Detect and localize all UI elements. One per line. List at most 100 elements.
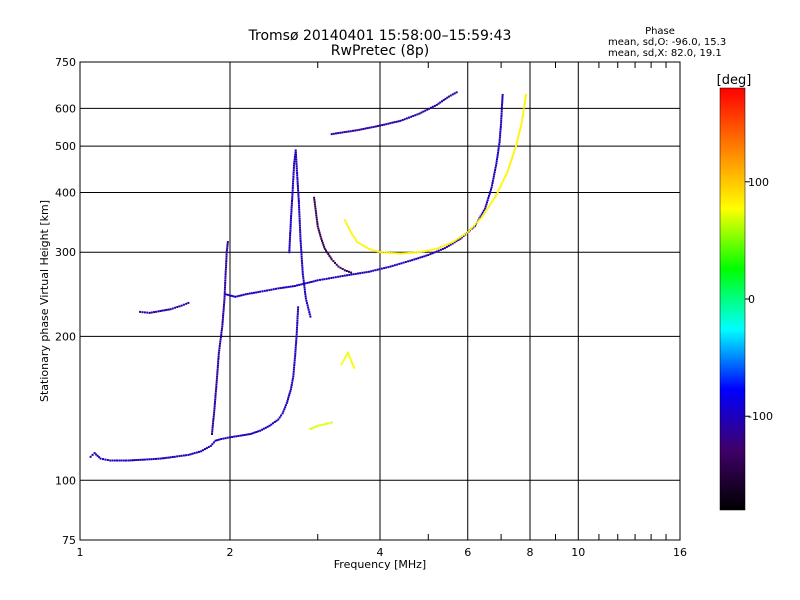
data-point (218, 349, 221, 352)
data-point (401, 119, 404, 121)
data-point (311, 427, 314, 430)
data-point (215, 386, 218, 388)
data-point (180, 304, 183, 307)
data-point (480, 216, 483, 219)
data-point (358, 242, 361, 245)
data-point (261, 290, 264, 293)
data-point (298, 215, 301, 218)
data-point (498, 138, 501, 141)
data-point (344, 355, 347, 358)
data-point (330, 421, 333, 424)
data-point (295, 169, 298, 172)
data-point (345, 130, 348, 133)
data-point (323, 247, 326, 250)
data-point (352, 129, 354, 132)
data-point (413, 258, 416, 261)
data-point (294, 149, 297, 152)
data-point (185, 302, 188, 305)
data-point (421, 255, 424, 258)
data-point (316, 424, 319, 427)
data-point (167, 456, 170, 459)
data-point (266, 289, 268, 292)
data-point (214, 394, 217, 397)
data-point (449, 241, 452, 244)
data-point (225, 251, 228, 254)
data-point (443, 247, 446, 250)
data-point (345, 223, 348, 226)
data-point (352, 273, 355, 276)
data-point (288, 392, 291, 395)
data-point (225, 255, 228, 258)
data-point (437, 249, 440, 252)
data-point (213, 411, 216, 414)
data-point (207, 446, 210, 448)
data-point (200, 450, 203, 453)
data-point (481, 214, 484, 217)
data-point (308, 313, 311, 316)
data-point (309, 428, 312, 430)
data-point (515, 145, 517, 148)
data-point (291, 197, 294, 200)
data-point (507, 167, 510, 170)
data-point (301, 266, 304, 269)
data-point (299, 242, 302, 245)
data-point (357, 272, 359, 275)
x-tick-label: 4 (377, 546, 384, 559)
data-point (214, 392, 217, 395)
data-point (296, 180, 299, 183)
data-point (288, 246, 291, 249)
data-point (500, 115, 503, 117)
data-point (316, 225, 319, 228)
data-point (328, 422, 331, 425)
data-point (171, 456, 174, 458)
data-point (211, 443, 214, 446)
data-point (523, 103, 526, 106)
data-point (217, 355, 220, 358)
data-point (490, 188, 492, 191)
data-point (290, 210, 293, 213)
data-point (431, 248, 434, 251)
data-point (499, 132, 502, 135)
data-point (414, 251, 417, 254)
data-point (372, 269, 375, 272)
data-point (437, 102, 440, 105)
data-point (209, 444, 212, 447)
data-point (291, 200, 293, 202)
data-point (238, 294, 241, 297)
data-point (461, 236, 463, 239)
data-point (501, 181, 504, 184)
data-point (299, 226, 301, 229)
y-tick-label: 300 (55, 246, 76, 259)
data-point (518, 132, 521, 135)
data-point (141, 458, 144, 461)
data-point (292, 178, 295, 181)
data-point (211, 424, 214, 427)
data-point (368, 126, 371, 129)
data-point (224, 275, 227, 278)
data-point (228, 294, 231, 297)
data-point (349, 130, 352, 133)
data-point (468, 229, 471, 232)
data-point (174, 306, 177, 309)
data-point (299, 240, 302, 242)
data-point (327, 253, 330, 255)
data-point (431, 105, 434, 108)
data-point (297, 200, 300, 202)
data-point (360, 243, 363, 246)
data-point (426, 108, 429, 111)
data-point (231, 436, 234, 438)
data-point (253, 431, 256, 434)
data-point (215, 383, 218, 386)
data-point (146, 458, 149, 461)
data-point (314, 425, 317, 428)
data-point (519, 125, 522, 128)
data-point (501, 93, 504, 96)
data-point (323, 423, 326, 426)
data-point (232, 295, 235, 298)
data-point (387, 122, 390, 125)
data-point (304, 282, 307, 285)
data-point (300, 283, 303, 286)
data-point (519, 128, 522, 131)
data-point (314, 205, 317, 208)
data-point (301, 273, 304, 276)
